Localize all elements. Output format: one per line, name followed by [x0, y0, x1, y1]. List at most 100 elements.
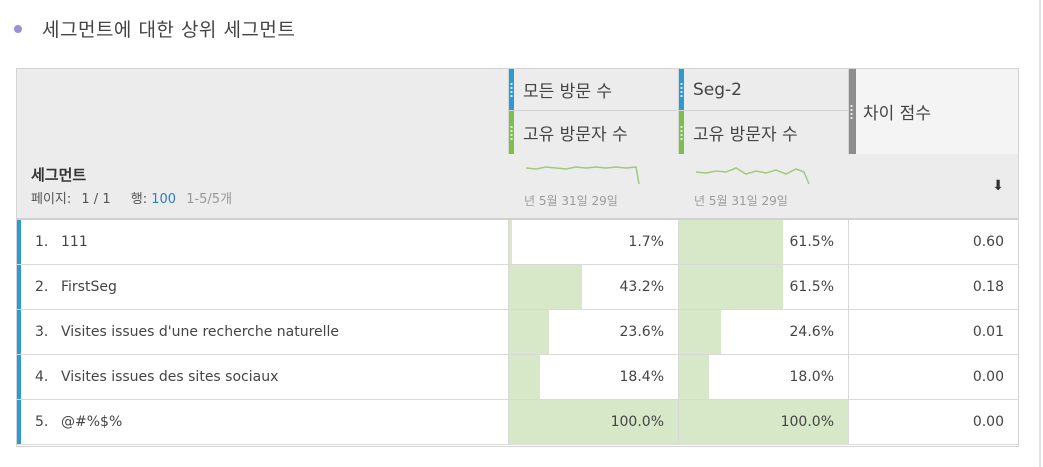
- sparkline-seg2: [695, 167, 810, 185]
- cell-all-visits[interactable]: 100.0%: [508, 400, 678, 444]
- segment-name[interactable]: @#%$%: [61, 414, 123, 430]
- page-prefix: 페이지:: [31, 192, 72, 207]
- row-label[interactable]: 3. Visites issues d'une recherche naturel…: [35, 310, 339, 354]
- right-scroll-rail: [1039, 0, 1041, 467]
- cell-value: 43.2%: [619, 279, 664, 295]
- percent-bar: [679, 265, 783, 309]
- row-label[interactable]: 1. 111: [35, 220, 88, 264]
- column-header-all-visits[interactable]: 모든 방문 수: [508, 69, 677, 111]
- metric-label: 고유 방문자 수: [693, 125, 798, 145]
- table-row[interactable]: 2. FirstSeg 43.2% 61.5% 0.18: [17, 265, 1018, 310]
- cell-seg2[interactable]: 18.0%: [678, 355, 848, 399]
- page-value: 1 / 1: [81, 192, 111, 207]
- segment-label: Seg-2: [693, 79, 742, 100]
- cell-value: 61.5%: [789, 279, 834, 295]
- rows-per-page-select[interactable]: 100: [151, 192, 177, 207]
- drag-handle-icon[interactable]: [679, 111, 684, 154]
- cell-difference-score[interactable]: 0.18: [848, 265, 1018, 309]
- sparkline-date-label: 년 5월 31일 29일: [694, 194, 788, 208]
- cell-all-visits[interactable]: 23.6%: [508, 310, 678, 354]
- percent-bar: [509, 400, 678, 444]
- row-marker: [17, 355, 21, 399]
- cell-seg2[interactable]: 61.5%: [678, 220, 848, 264]
- table-row[interactable]: 3. Visites issues d'une recherche naturel…: [17, 310, 1018, 355]
- panel-bullet-icon: [14, 25, 22, 33]
- segment-name[interactable]: 111: [61, 234, 88, 250]
- cell-all-visits[interactable]: 1.7%: [508, 220, 678, 264]
- panel-title-text: 세그먼트에 대한 상위 세그먼트: [42, 18, 296, 41]
- cell-value: 0.01: [972, 324, 1004, 340]
- metric-label: 차이 점수: [863, 104, 931, 124]
- cell-difference-score[interactable]: 0.00: [848, 355, 1018, 399]
- row-number: 3.: [35, 324, 49, 340]
- row-marker: [17, 220, 21, 264]
- cell-value: 18.0%: [789, 369, 834, 385]
- cell-value: 18.4%: [619, 369, 664, 385]
- cell-value: 100.0%: [610, 414, 664, 430]
- percent-bar: [679, 310, 721, 354]
- row-marker: [17, 400, 21, 444]
- row-label[interactable]: 4. Visites issues des sites sociaux: [35, 355, 278, 399]
- row-label[interactable]: 2. FirstSeg: [35, 265, 117, 309]
- cell-difference-score[interactable]: 0.01: [848, 310, 1018, 354]
- percent-bar: [509, 310, 549, 354]
- freeform-table: 모든 방문 수 고유 방문자 수 Seg-2 고유 방문자 수 차이 점수 세그…: [16, 68, 1019, 447]
- sparkline-all-visits: [525, 166, 640, 185]
- column-header-seg2[interactable]: Seg-2: [678, 69, 848, 111]
- dimension-label[interactable]: 세그먼트: [31, 166, 87, 184]
- segment-name[interactable]: Visites issues d'une recherche naturelle: [61, 324, 340, 340]
- cell-value: 24.6%: [789, 324, 834, 340]
- cell-value: 1.7%: [628, 234, 664, 250]
- row-number: 4.: [35, 369, 49, 385]
- row-number: 2.: [35, 279, 49, 295]
- segment-name[interactable]: FirstSeg: [61, 279, 117, 295]
- cell-all-visits[interactable]: 18.4%: [508, 355, 678, 399]
- segment-name[interactable]: Visites issues des sites sociaux: [61, 369, 279, 385]
- cell-difference-score[interactable]: 0.60: [848, 220, 1018, 264]
- sparkline-line: [525, 166, 640, 185]
- column-subheader-unique-visitors-2[interactable]: 고유 방문자 수: [678, 111, 848, 154]
- cell-all-visits[interactable]: 43.2%: [508, 265, 678, 309]
- cell-value: 100.0%: [780, 414, 834, 430]
- rows-prefix: 행:: [130, 192, 148, 207]
- metric-label: 고유 방문자 수: [523, 125, 628, 145]
- drag-handle-icon[interactable]: [679, 69, 684, 110]
- row-number: 5.: [35, 414, 49, 430]
- drag-handle-icon[interactable]: [509, 69, 514, 110]
- cell-value: 0.00: [972, 414, 1004, 430]
- drag-handle-icon[interactable]: [849, 69, 856, 154]
- column-subheader-unique-visitors-1[interactable]: 고유 방문자 수: [508, 111, 677, 154]
- table-row[interactable]: 4. Visites issues des sites sociaux 18.4% 1…: [17, 355, 1018, 400]
- cell-seg2[interactable]: 24.6%: [678, 310, 848, 354]
- percent-bar: [679, 355, 709, 399]
- percent-bar: [679, 220, 783, 264]
- table-header: 모든 방문 수 고유 방문자 수 Seg-2 고유 방문자 수 차이 점수: [17, 69, 1018, 155]
- sparkline-date-label: 년 5월 31일 29일: [524, 194, 618, 208]
- metric-label: 모든 방문 수: [523, 82, 613, 102]
- percent-bar: [679, 400, 848, 444]
- percent-bar: [509, 355, 540, 399]
- pagination: 페이지: 1 / 1 행: 100 1-5/5개: [31, 188, 232, 207]
- column-header-difference-score[interactable]: 차이 점수: [848, 69, 1018, 154]
- cell-value: 61.5%: [789, 234, 834, 250]
- cell-difference-score[interactable]: 0.00: [848, 400, 1018, 444]
- percent-bar: [509, 265, 582, 309]
- percent-bar: [509, 220, 512, 264]
- cell-value: 0.00: [972, 369, 1004, 385]
- sort-down-icon[interactable]: ⬇: [992, 178, 1004, 194]
- row-marker: [17, 265, 21, 309]
- sparkline-line: [695, 167, 810, 185]
- row-label[interactable]: 5. @#%$%: [35, 400, 122, 444]
- table-row[interactable]: 5. @#%$% 100.0% 100.0% 0.00: [17, 400, 1018, 445]
- table-row[interactable]: 1. 111 1.7% 61.5% 0.60: [17, 220, 1018, 265]
- cell-value: 0.18: [972, 279, 1004, 295]
- drag-handle-icon[interactable]: [509, 111, 514, 154]
- row-number: 1.: [35, 234, 49, 250]
- cell-value: 0.60: [972, 234, 1004, 250]
- cell-seg2[interactable]: 100.0%: [678, 400, 848, 444]
- row-marker: [17, 310, 21, 354]
- panel-title: 세그먼트에 대한 상위 세그먼트: [14, 14, 295, 42]
- dimension-header: 세그먼트 페이지: 1 / 1 행: 100 1-5/5개 년 5월 31일 2…: [17, 154, 1018, 220]
- cell-seg2[interactable]: 61.5%: [678, 265, 848, 309]
- row-range: 1-5/5개: [186, 192, 233, 207]
